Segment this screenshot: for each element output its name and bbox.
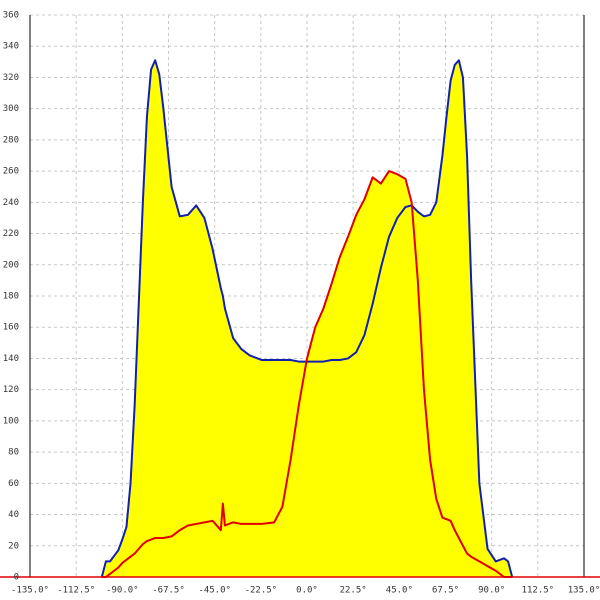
y-tick-label: 20 [8,541,19,551]
x-tick-label: 67.5° [432,586,459,596]
labels: 0 20 40 60 80 100 120 140 160 180 200 220 240 260 280 3… [3,11,600,596]
x-tick-label: 22.5° [340,586,367,596]
y-tick-label: 240 [3,198,19,208]
series-line [101,170,513,578]
y-tick-label: 180 [3,292,19,302]
x-tick-label: -45.0° [198,586,231,596]
y-tick-label: 120 [3,385,19,395]
y-tick-label: 160 [3,323,19,333]
x-tick-label: -90.0° [106,586,139,596]
y-tick-label: 140 [3,354,19,364]
x-tick-label: 45.0° [386,586,413,596]
x-tick-label: -67.5° [152,586,185,596]
y-tick-label: 260 [3,167,19,177]
area-fill [101,171,513,577]
y-tick-label: 40 [8,510,19,520]
x-tick-label: 0.0° [296,586,318,596]
x-tick-label: -135.0° [11,586,49,596]
y-tick-label: 300 [3,104,19,114]
x-tick-label: -22.5° [245,586,278,596]
y-tick-label: 100 [3,416,19,426]
y-tick-label: 360 [3,11,19,21]
y-tick-label: 0 [14,573,19,583]
y-tick-label: 80 [8,448,19,458]
areas [101,60,513,578]
y-tick-label: 320 [3,73,19,83]
series-line [100,59,514,578]
y-tick-label: 220 [3,229,19,239]
lines [100,59,514,578]
x-tick-label: 135.0° [568,586,600,596]
x-tick-label: 90.0° [478,586,505,596]
x-tick-label: -112.5° [57,586,95,596]
y-tick-label: 280 [3,135,19,145]
y-tick-label: 200 [3,260,19,270]
y-tick-label: 60 [8,479,19,489]
x-tick-label: 112.5° [522,586,555,596]
y-tick-label: 340 [3,42,19,52]
